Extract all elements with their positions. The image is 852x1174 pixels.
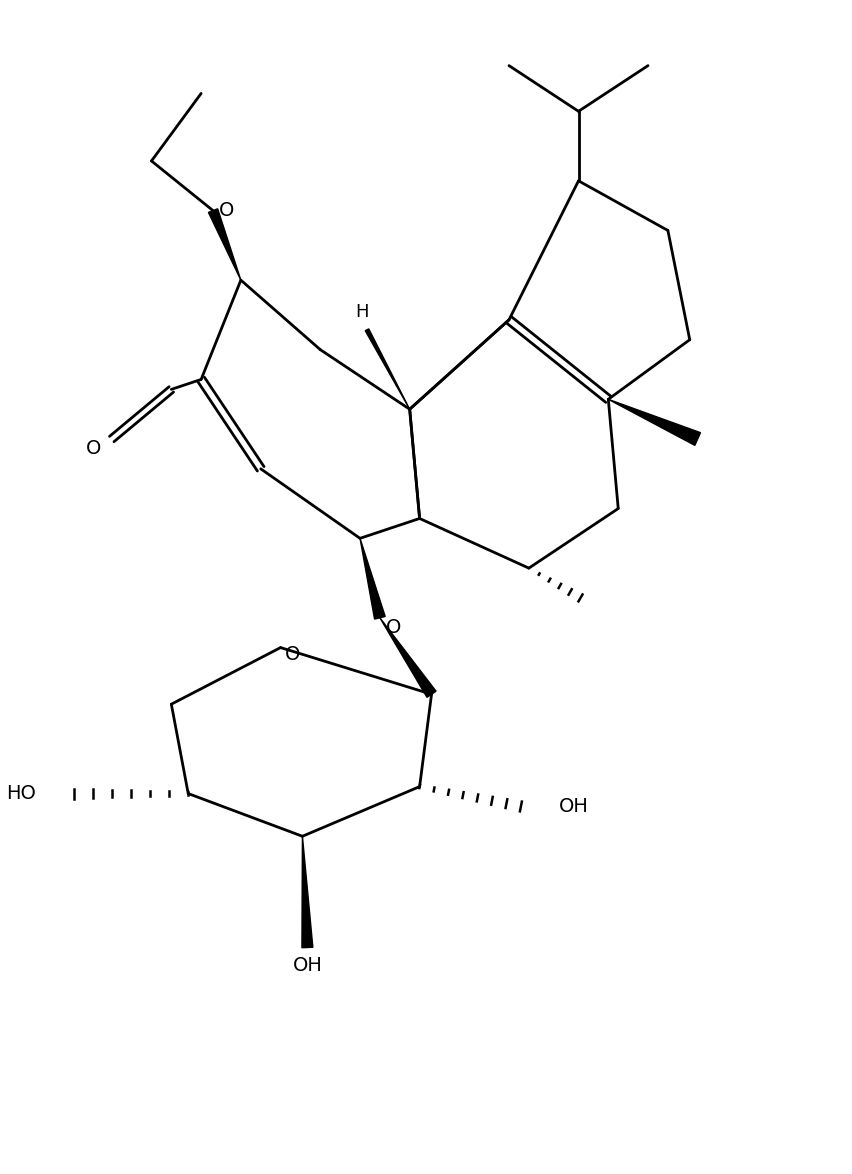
Text: H: H bbox=[354, 303, 368, 321]
Text: O: O bbox=[86, 439, 101, 459]
Text: O: O bbox=[386, 619, 401, 637]
Polygon shape bbox=[365, 329, 409, 410]
Text: O: O bbox=[219, 201, 234, 220]
Text: HO: HO bbox=[6, 784, 37, 803]
Polygon shape bbox=[302, 836, 313, 947]
Text: OH: OH bbox=[292, 956, 322, 974]
Polygon shape bbox=[208, 209, 240, 281]
Polygon shape bbox=[379, 618, 435, 697]
Text: O: O bbox=[285, 645, 300, 664]
Text: OH: OH bbox=[558, 797, 588, 816]
Polygon shape bbox=[360, 539, 385, 619]
Polygon shape bbox=[607, 399, 699, 445]
